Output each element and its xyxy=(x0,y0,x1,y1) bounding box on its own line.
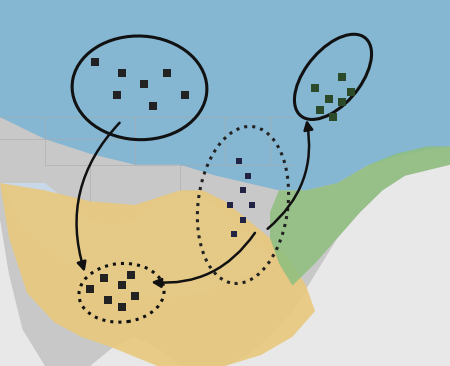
Point xyxy=(316,107,323,113)
Point xyxy=(248,202,256,208)
Point xyxy=(118,70,125,76)
Point xyxy=(325,96,332,102)
Polygon shape xyxy=(0,183,270,300)
Point xyxy=(100,275,107,281)
Point xyxy=(235,158,242,164)
Point xyxy=(338,74,346,80)
Point xyxy=(113,92,121,98)
Point xyxy=(311,85,319,91)
Point xyxy=(149,103,157,109)
Point xyxy=(140,81,148,87)
Point xyxy=(338,100,346,105)
Point xyxy=(239,187,247,193)
Point xyxy=(244,173,251,179)
Polygon shape xyxy=(0,0,450,190)
Point xyxy=(104,297,112,303)
Point xyxy=(347,89,355,94)
Polygon shape xyxy=(0,183,315,366)
Point xyxy=(226,202,233,208)
Point xyxy=(230,231,238,237)
Polygon shape xyxy=(270,146,450,285)
Point xyxy=(118,305,125,310)
Point xyxy=(86,286,94,292)
Point xyxy=(163,70,170,76)
Point xyxy=(239,217,247,223)
Point xyxy=(91,59,98,65)
Point xyxy=(131,294,139,299)
Point xyxy=(118,283,125,288)
Point xyxy=(329,114,337,120)
Point xyxy=(127,272,134,277)
Point xyxy=(181,92,188,98)
